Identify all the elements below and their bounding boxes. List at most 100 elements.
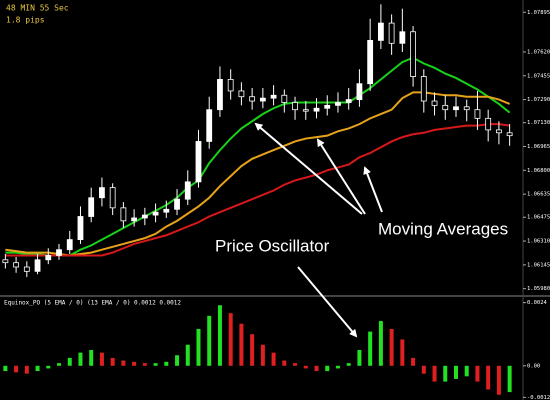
y-tick-label: 1.07130: [527, 120, 550, 126]
y-tick-label: 1.06310: [527, 239, 550, 245]
y-tick-label: 1.07455: [527, 73, 550, 79]
oscillator-bar: [185, 344, 190, 366]
candle-body: [431, 100, 438, 106]
oscillator-bar: [110, 357, 115, 366]
candle-body: [13, 262, 19, 268]
arrow: [254, 122, 363, 215]
candle-body: [410, 31, 416, 77]
oscillator-bar: [443, 365, 448, 382]
candle-body: [420, 76, 427, 102]
oscillator-bar: [325, 365, 330, 372]
oscillator-bar: [196, 328, 201, 366]
oscillator-bar: [14, 365, 19, 373]
y-tick-label: -0.0012: [527, 395, 550, 400]
oscillator-bar: [303, 365, 308, 369]
y-tick-label: 0.00: [527, 363, 540, 369]
candle-body: [442, 104, 449, 111]
oscillator-bar: [411, 357, 416, 366]
annotation: Moving Averages: [378, 219, 508, 238]
arrow: [363, 166, 383, 213]
oscillator-bar: [507, 365, 512, 393]
candle-body: [206, 109, 213, 142]
oscillator-bar: [121, 360, 126, 366]
oscillator-title: Equinox_PO (5 EMA / 0) (13 EMA / 0) 0.00…: [4, 300, 181, 307]
candle-body: [152, 211, 159, 216]
candle-body: [335, 102, 341, 106]
oscillator-bar: [335, 365, 340, 369]
y-tick-label: 0.0024: [527, 300, 548, 306]
oscillator-bar: [153, 363, 158, 366]
y-tick-label: 1.07895: [527, 10, 550, 16]
oscillator-bar: [260, 344, 265, 366]
candle-body: [474, 109, 481, 119]
y-tick-label: 1.07290: [527, 97, 550, 103]
candle-body: [120, 207, 127, 222]
oscillator-bar: [486, 365, 491, 390]
y-tick-label: 1.06635: [527, 192, 550, 198]
candle-body: [388, 22, 395, 44]
candle-body: [345, 99, 352, 103]
candle-body: [453, 106, 459, 111]
oscillator-bar: [368, 331, 373, 366]
oscillator-bar: [164, 361, 169, 366]
candle-body: [399, 31, 406, 44]
y-tick-label: 1.07620: [527, 49, 550, 55]
candle-body: [302, 109, 309, 112]
candle-body: [259, 97, 266, 102]
oscillator-bar: [400, 339, 405, 366]
oscillator-bar: [293, 363, 298, 366]
y-tick-label: 1.06800: [527, 168, 550, 174]
oscillator-bar: [432, 365, 437, 382]
y-tick-label: 1.06145: [527, 262, 550, 268]
oscillator-bar: [24, 365, 29, 374]
oscillator-bar: [496, 365, 501, 395]
oscillator-bar: [175, 355, 180, 366]
oscillator-bar: [89, 350, 94, 366]
moving-average: [5, 56, 511, 257]
oscillator-bar: [57, 363, 62, 366]
oscillator-bar: [357, 350, 362, 366]
candle-body: [174, 198, 180, 210]
oscillator-bar: [142, 363, 147, 366]
oscillator-bar: [35, 365, 40, 372]
candle-body: [99, 187, 105, 199]
y-tick-label: 1.05980: [527, 286, 550, 292]
candle-body: [88, 197, 95, 217]
candle-body: [34, 259, 41, 272]
candle-body: [217, 78, 223, 111]
candle-body: [45, 255, 52, 261]
candle-body: [249, 96, 256, 102]
arrows: [254, 122, 383, 338]
arrow: [316, 138, 366, 215]
candle-body: [496, 129, 502, 134]
candle-body: [313, 107, 320, 112]
annotation: Price Oscillator: [215, 236, 330, 255]
candle-body: [109, 187, 116, 209]
oscillator-bar: [228, 313, 233, 366]
candle-body: [2, 259, 9, 264]
y-tick-label: 1.06965: [527, 144, 550, 150]
candle-body: [506, 132, 513, 137]
candle-body: [56, 249, 62, 256]
oscillator-bar: [378, 321, 383, 366]
oscillator-bar: [346, 363, 351, 366]
oscillator-bar: [207, 315, 212, 366]
oscillator-bar: [250, 334, 255, 366]
candle-body: [367, 40, 374, 85]
oscillator-bar: [3, 365, 8, 372]
candle-body: [324, 104, 331, 109]
y-tick-label: 1.06475: [527, 215, 550, 221]
oscillator-bar: [217, 305, 222, 366]
candle-body: [377, 22, 384, 41]
candle-body: [141, 214, 148, 219]
candle-body: [66, 239, 73, 251]
oscillator-bar: [475, 365, 480, 382]
candle-body: [77, 216, 84, 240]
oscillator-bar: [271, 352, 276, 366]
oscillator-bar: [132, 361, 137, 366]
oscillator-bar: [78, 352, 83, 366]
spread-text: 1.8 pips: [6, 16, 45, 25]
moving-average: [5, 123, 510, 257]
oscillator-bar: [46, 365, 51, 369]
